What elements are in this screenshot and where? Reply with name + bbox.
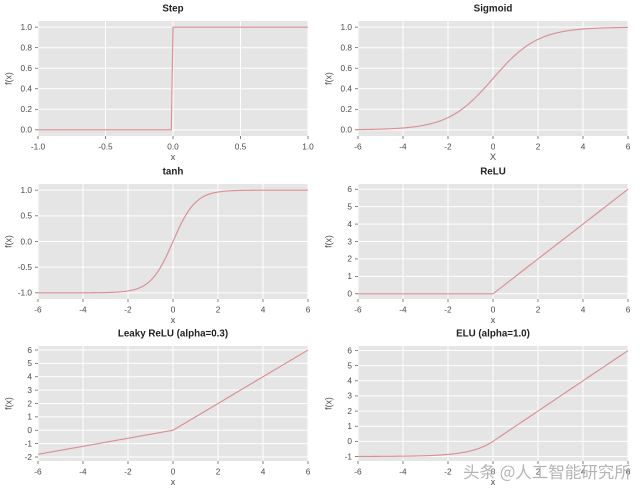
svg-text:0.6: 0.6 <box>20 63 32 73</box>
svg-text:-6: -6 <box>354 142 362 152</box>
svg-text:6: 6 <box>306 305 311 315</box>
svg-text:0.5: 0.5 <box>20 211 32 221</box>
svg-text:x: x <box>491 315 496 325</box>
svg-text:2: 2 <box>216 305 221 315</box>
svg-text:1: 1 <box>347 421 352 431</box>
svg-text:5: 5 <box>27 358 32 368</box>
svg-text:2: 2 <box>27 398 32 408</box>
svg-text:-0.5: -0.5 <box>18 262 33 272</box>
svg-text:ELU (alpha=1.0): ELU (alpha=1.0) <box>456 329 530 340</box>
svg-text:1.0: 1.0 <box>20 22 32 32</box>
svg-text:-2: -2 <box>124 305 132 315</box>
svg-text:f(x): f(x) <box>324 235 334 248</box>
svg-text:4: 4 <box>347 219 352 229</box>
svg-text:1: 1 <box>27 412 32 422</box>
svg-text:6: 6 <box>306 467 311 477</box>
svg-text:-6: -6 <box>34 305 42 315</box>
svg-text:-1: -1 <box>345 451 353 461</box>
svg-text:5: 5 <box>347 360 352 370</box>
svg-text:0: 0 <box>491 142 496 152</box>
svg-text:0: 0 <box>347 289 352 299</box>
svg-text:2: 2 <box>216 467 221 477</box>
svg-text:4: 4 <box>581 305 586 315</box>
svg-text:0.0: 0.0 <box>20 236 32 246</box>
svg-text:f(x): f(x) <box>324 72 334 85</box>
svg-text:0.0: 0.0 <box>340 125 352 135</box>
svg-text:x: x <box>171 315 176 325</box>
svg-text:2: 2 <box>347 406 352 416</box>
svg-text:0: 0 <box>491 305 496 315</box>
svg-text:0.6: 0.6 <box>340 63 352 73</box>
svg-text:4: 4 <box>261 305 266 315</box>
svg-text:-0.5: -0.5 <box>98 142 113 152</box>
svg-text:-6: -6 <box>354 467 362 477</box>
svg-text:4: 4 <box>581 142 586 152</box>
svg-text:-4: -4 <box>79 467 87 477</box>
svg-text:0.8: 0.8 <box>20 43 32 53</box>
svg-text:-1: -1 <box>25 438 33 448</box>
svg-text:0: 0 <box>347 436 352 446</box>
svg-text:6: 6 <box>27 345 32 355</box>
svg-text:0.5: 0.5 <box>235 142 247 152</box>
svg-text:0.8: 0.8 <box>340 43 352 53</box>
svg-text:-4: -4 <box>399 142 407 152</box>
svg-text:0.0: 0.0 <box>167 142 179 152</box>
svg-text:Sigmoid: Sigmoid <box>474 4 513 15</box>
svg-text:4: 4 <box>261 467 266 477</box>
svg-text:-1.0: -1.0 <box>31 142 46 152</box>
svg-text:ReLU: ReLU <box>480 167 506 178</box>
svg-text:f(x): f(x) <box>324 397 334 410</box>
svg-text:3: 3 <box>347 391 352 401</box>
svg-text:x: x <box>171 152 176 162</box>
svg-text:-2: -2 <box>444 142 452 152</box>
svg-text:1.0: 1.0 <box>340 22 352 32</box>
svg-text:-2: -2 <box>444 467 452 477</box>
svg-text:f(x): f(x) <box>4 72 14 85</box>
svg-text:0.4: 0.4 <box>20 84 32 94</box>
svg-text:-6: -6 <box>34 467 42 477</box>
svg-text:4: 4 <box>347 376 352 386</box>
svg-text:6: 6 <box>626 305 631 315</box>
svg-text:2: 2 <box>536 142 541 152</box>
svg-text:0: 0 <box>27 425 32 435</box>
svg-text:0.2: 0.2 <box>20 104 32 114</box>
svg-text:4: 4 <box>27 372 32 382</box>
svg-text:Step: Step <box>162 4 183 15</box>
svg-text:2: 2 <box>347 254 352 264</box>
svg-text:f(x): f(x) <box>4 235 14 248</box>
svg-text:-4: -4 <box>399 467 407 477</box>
svg-text:6: 6 <box>626 142 631 152</box>
svg-text:0: 0 <box>171 305 176 315</box>
svg-text:-4: -4 <box>399 305 407 315</box>
svg-text:-4: -4 <box>79 305 87 315</box>
svg-text:0.0: 0.0 <box>20 125 32 135</box>
svg-text:2: 2 <box>536 305 541 315</box>
svg-text:-2: -2 <box>124 467 132 477</box>
svg-text:0: 0 <box>171 467 176 477</box>
svg-text:1: 1 <box>347 271 352 281</box>
svg-text:-2: -2 <box>25 452 33 462</box>
svg-text:x: x <box>171 477 176 487</box>
svg-text:X: X <box>490 152 496 162</box>
svg-text:1.0: 1.0 <box>302 142 314 152</box>
svg-text:5: 5 <box>347 201 352 211</box>
svg-text:tanh: tanh <box>163 167 184 178</box>
svg-text:0.2: 0.2 <box>340 104 352 114</box>
svg-text:0.4: 0.4 <box>340 84 352 94</box>
svg-text:1.0: 1.0 <box>20 185 32 195</box>
svg-text:6: 6 <box>347 345 352 355</box>
svg-text:-6: -6 <box>354 305 362 315</box>
svg-text:6: 6 <box>347 184 352 194</box>
svg-text:Leaky ReLU (alpha=0.3): Leaky ReLU (alpha=0.3) <box>118 329 228 340</box>
svg-text:f(x): f(x) <box>4 397 14 410</box>
svg-text:3: 3 <box>347 236 352 246</box>
svg-text:-1.0: -1.0 <box>18 288 33 298</box>
svg-text:-2: -2 <box>444 305 452 315</box>
svg-text:3: 3 <box>27 385 32 395</box>
